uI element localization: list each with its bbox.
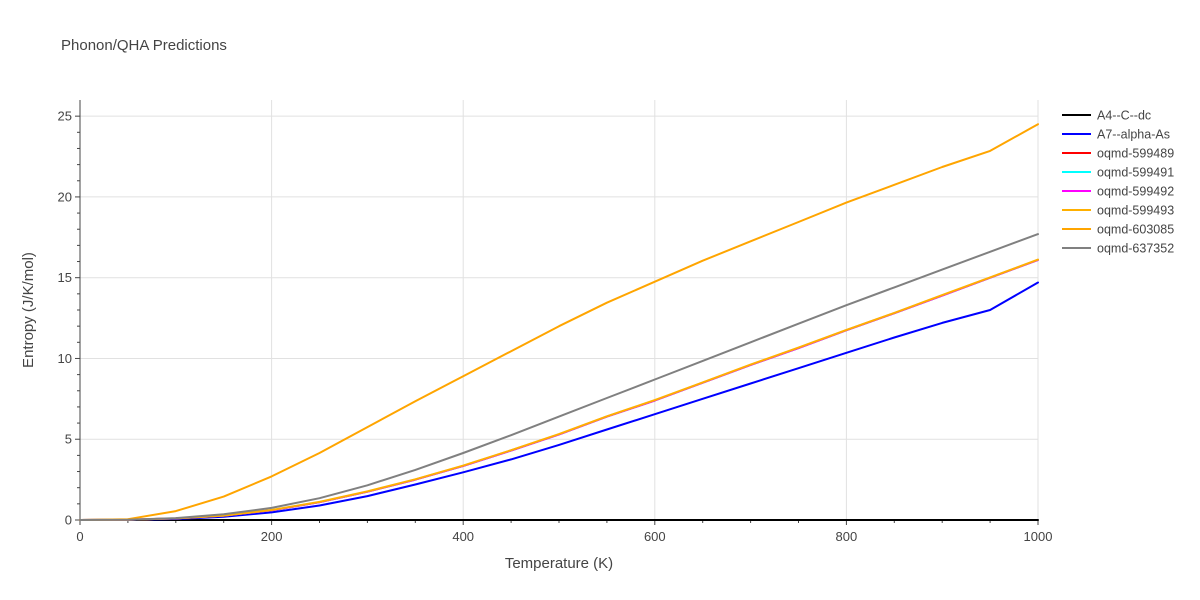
- legend-label: oqmd-637352: [1097, 242, 1174, 256]
- legend-label: oqmd-599491: [1097, 166, 1174, 180]
- y-axis-title: Entropy (J/K/mol): [20, 252, 37, 368]
- series-line-oqmd-599492: [79, 258, 1039, 521]
- legend-item[interactable]: oqmd-599493: [1062, 204, 1174, 218]
- series-line-oqmd-603085: [79, 123, 1039, 521]
- legend-item[interactable]: A4--C--dc: [1062, 109, 1151, 123]
- x-tick-label: 400: [452, 529, 474, 544]
- y-tick-label: 5: [65, 432, 72, 447]
- x-tick-label: 200: [261, 529, 283, 544]
- y-tick-label: 25: [58, 109, 72, 124]
- chart-title: Phonon/QHA Predictions: [61, 37, 227, 54]
- legend-label: oqmd-599493: [1097, 204, 1174, 218]
- series-line-oqmd-599491: [79, 258, 1039, 521]
- series-line-A7--alpha-As: [79, 281, 1039, 521]
- legend-item[interactable]: A7--alpha-As: [1062, 128, 1170, 142]
- y-tick-label: 0: [65, 513, 72, 528]
- legend-item[interactable]: oqmd-599491: [1062, 166, 1174, 180]
- y-tick-label: 10: [58, 351, 72, 366]
- x-tick-label: 600: [644, 529, 666, 544]
- legend-item[interactable]: oqmd-637352: [1062, 242, 1174, 256]
- legend-label: oqmd-599489: [1097, 147, 1174, 161]
- legend-label: A7--alpha-As: [1097, 128, 1170, 142]
- tick-labels: 0 200 400 600 800 1000 0 5 10 15 20 25: [58, 109, 1053, 544]
- x-tick-label: 0: [76, 529, 83, 544]
- x-tick-label: 1000: [1024, 529, 1053, 544]
- x-tick-label: 800: [836, 529, 858, 544]
- grid: [80, 100, 1039, 520]
- series-line-oqmd-599493: [79, 258, 1039, 521]
- y-tick-label: 15: [58, 270, 72, 285]
- series-lines: [79, 123, 1039, 521]
- legend-label: oqmd-603085: [1097, 223, 1174, 237]
- series-line-oqmd-599489: [79, 258, 1039, 521]
- legend-item[interactable]: oqmd-599489: [1062, 147, 1174, 161]
- y-tick-label: 20: [58, 189, 72, 204]
- x-axis-title: Temperature (K): [505, 555, 613, 572]
- legend-item[interactable]: oqmd-599492: [1062, 185, 1174, 199]
- series-line-oqmd-637352: [79, 233, 1039, 521]
- legend-label: A4--C--dc: [1097, 109, 1151, 123]
- legend-label: oqmd-599492: [1097, 185, 1174, 199]
- legend-item[interactable]: oqmd-603085: [1062, 223, 1174, 237]
- legend: A4--C--dc A7--alpha-As oqmd-599489 oqmd-599…: [1062, 109, 1174, 256]
